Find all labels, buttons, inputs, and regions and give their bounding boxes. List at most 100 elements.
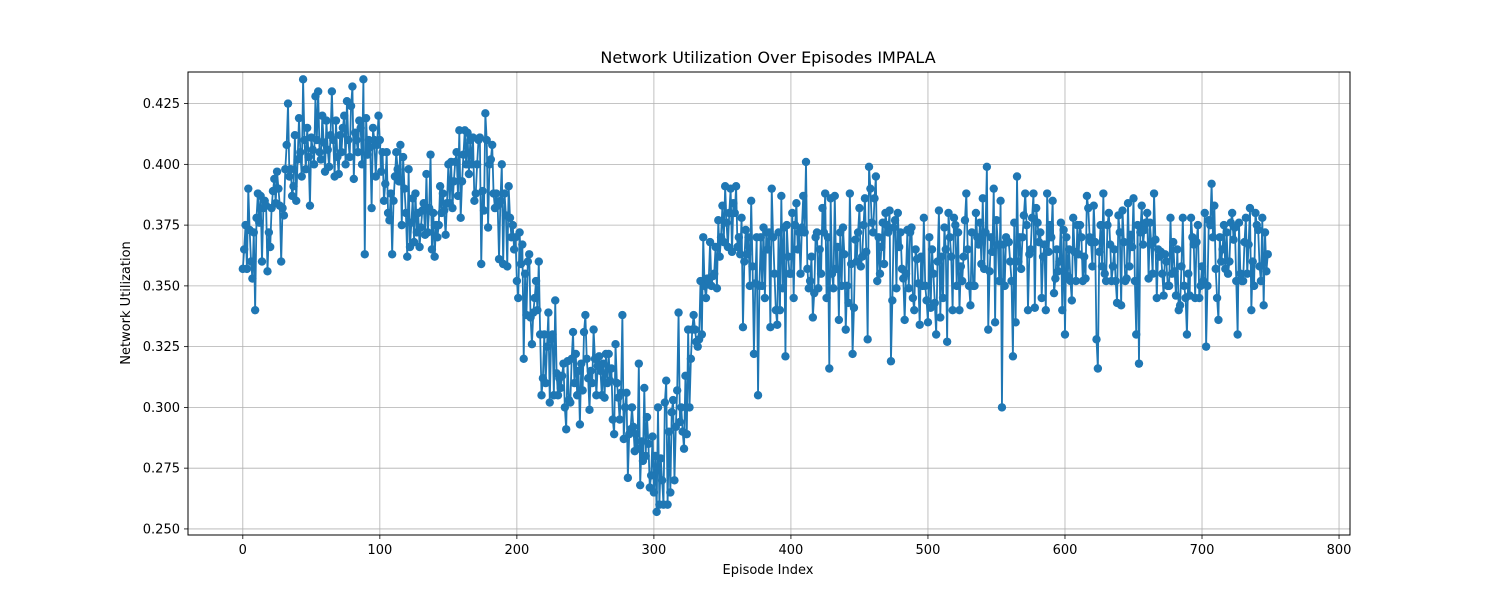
data-point	[896, 228, 905, 237]
data-point	[530, 293, 539, 303]
data-point	[919, 213, 929, 223]
data-point	[705, 237, 715, 247]
data-point	[686, 354, 696, 363]
data-point	[289, 182, 298, 191]
data-point	[355, 116, 364, 125]
data-point	[1037, 293, 1046, 303]
data-point	[470, 196, 479, 206]
data-point	[1000, 281, 1009, 291]
data-point	[389, 196, 398, 206]
data-point	[1241, 213, 1251, 223]
data-point	[996, 196, 1005, 206]
data-point	[304, 152, 313, 162]
data-point	[844, 298, 853, 308]
data-point	[518, 240, 527, 249]
data-point	[1125, 262, 1134, 271]
data-point	[1095, 247, 1104, 257]
data-point	[985, 267, 994, 276]
data-point	[640, 383, 649, 393]
data-point	[670, 476, 679, 485]
data-point	[870, 194, 879, 203]
data-point	[285, 172, 294, 181]
data-point	[856, 262, 866, 271]
data-point	[242, 264, 252, 274]
data-point	[1214, 315, 1223, 325]
data-point	[348, 82, 357, 91]
data-point	[1134, 359, 1144, 368]
data-point	[283, 99, 293, 108]
data-point	[947, 252, 956, 261]
data-point	[423, 228, 432, 237]
data-point	[586, 366, 596, 376]
data-point	[790, 220, 800, 230]
y-tick-label: 0.250	[143, 522, 180, 537]
data-point	[831, 264, 841, 274]
data-point	[1233, 330, 1242, 339]
data-point	[246, 257, 256, 266]
data-point	[293, 155, 302, 164]
data-point	[768, 233, 778, 242]
data-point	[823, 233, 833, 242]
data-point	[622, 388, 631, 398]
data-point	[1108, 262, 1118, 271]
data-point	[882, 220, 892, 230]
data-point	[834, 315, 844, 325]
data-point	[545, 398, 554, 407]
data-point	[756, 233, 765, 242]
data-point	[1173, 245, 1182, 254]
data-point	[766, 323, 775, 332]
data-point	[451, 157, 460, 167]
data-point	[272, 167, 282, 176]
data-point	[649, 488, 659, 497]
data-point	[910, 305, 919, 315]
data-point	[833, 242, 842, 252]
data-point	[1197, 262, 1207, 271]
data-point	[978, 194, 987, 203]
data-point	[1262, 267, 1271, 276]
data-point	[781, 352, 790, 361]
data-point	[453, 191, 463, 201]
data-point	[1216, 257, 1226, 266]
data-point	[803, 264, 812, 274]
data-point	[472, 160, 482, 169]
data-point	[938, 293, 948, 303]
data-point	[929, 269, 938, 278]
data-point	[674, 308, 683, 317]
data-point	[1111, 276, 1120, 286]
x-tick-label: 300	[641, 543, 666, 558]
data-point	[1170, 267, 1179, 276]
data-point	[556, 383, 565, 393]
series-network-utilization	[238, 75, 1272, 517]
data-point	[668, 395, 678, 405]
data-point	[874, 233, 883, 242]
data-point	[404, 165, 413, 174]
data-point	[635, 480, 645, 490]
data-point	[1175, 301, 1185, 310]
data-point	[672, 386, 682, 395]
data-point	[949, 213, 959, 223]
data-point	[438, 189, 448, 198]
y-axis: 0.250 0.275 0.300 0.325 0.350 0.375 0.400 0.425	[143, 97, 188, 537]
data-point	[374, 111, 383, 120]
data-point	[652, 507, 661, 517]
data-point	[571, 349, 580, 359]
data-point	[922, 296, 931, 305]
data-point	[1038, 252, 1048, 261]
data-point	[868, 228, 878, 237]
data-point	[357, 160, 367, 169]
data-point	[353, 148, 363, 157]
data-point	[329, 135, 338, 145]
data-point	[250, 305, 260, 315]
data-point	[492, 189, 501, 198]
data-point	[286, 165, 295, 174]
data-point	[387, 250, 397, 259]
data-point	[533, 305, 542, 315]
data-point	[760, 293, 770, 303]
data-point	[1088, 262, 1097, 271]
data-point	[282, 140, 291, 150]
data-point	[873, 276, 882, 286]
data-point	[637, 437, 646, 446]
data-point	[341, 160, 350, 169]
data-point	[1253, 225, 1263, 235]
data-point	[1115, 228, 1124, 237]
